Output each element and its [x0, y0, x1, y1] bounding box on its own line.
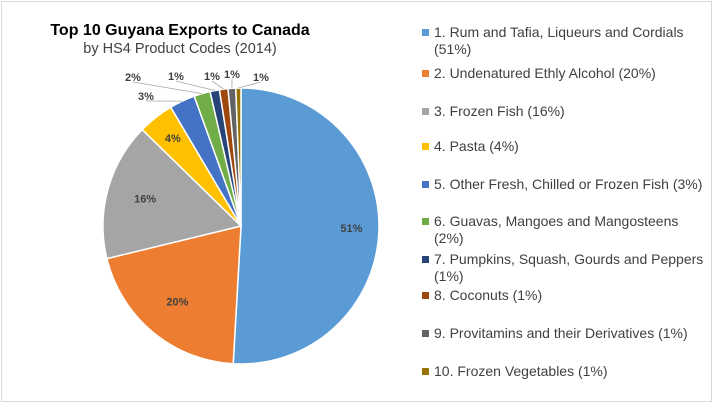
data-label-10: 1% — [253, 72, 269, 84]
legend-item-9: 9. Provitamins and their Derivatives (1%… — [422, 325, 704, 342]
data-label-4: 4% — [165, 133, 181, 145]
data-labels: 51% 20% 16% 4% 3% 2% 1% 1% 1% 1% — [125, 69, 363, 308]
legend-item-7: 7. Pumpkins, Squash, Gourds and Peppers … — [422, 251, 704, 285]
data-label-2: 20% — [166, 296, 188, 308]
legend-swatch — [422, 108, 429, 115]
legend-swatch — [422, 29, 429, 36]
chart-title: Top 10 Guyana Exports to Canada — [50, 22, 310, 39]
pie-chart: 51% 20% 16% 4% 3% 2% 1% 1% 1% 1% — [102, 69, 380, 365]
legend-item-4: 4. Pasta (4%) — [422, 138, 704, 155]
legend-item-10: 10. Frozen Vegetables (1%) — [422, 363, 704, 380]
legend-label: 7. Pumpkins, Squash, Gourds and Peppers … — [434, 251, 704, 284]
legend-swatch — [422, 256, 429, 263]
data-label-7: 1% — [168, 71, 184, 83]
data-label-9: 1% — [224, 69, 240, 81]
legend-swatch — [422, 143, 429, 150]
leader-line-6 — [132, 81, 203, 94]
legend-item-8: 8. Coconuts (1%) — [422, 287, 704, 304]
data-label-8: 1% — [204, 71, 220, 83]
legend-item-2: 2. Undenatured Ethly Alcohol (20%) — [422, 65, 704, 82]
legend-swatch — [422, 70, 429, 77]
leader-line-10 — [238, 81, 262, 89]
data-label-1: 51% — [340, 223, 362, 235]
legend-label: 9. Provitamins and their Derivatives (1%… — [434, 325, 688, 341]
legend-label: 2. Undenatured Ethly Alcohol (20%) — [434, 65, 656, 81]
legend-swatch — [422, 330, 429, 337]
leader-line-7 — [175, 80, 215, 91]
legend-item-6: 6. Guavas, Mangoes and Mangosteens (2%) — [422, 213, 704, 247]
data-label-5: 3% — [138, 91, 154, 103]
pie-slice-1 — [232, 87, 380, 365]
leader-lines — [132, 78, 262, 102]
legend-item-5: 5. Other Fresh, Chilled or Frozen Fish (… — [422, 176, 704, 193]
legend-label: 5. Other Fresh, Chilled or Frozen Fish (… — [434, 176, 703, 192]
legend-label: 3. Frozen Fish (16%) — [434, 103, 565, 119]
legend-swatch — [422, 181, 429, 188]
pie-slice-10 — [235, 87, 242, 227]
chart-subtitle: by HS4 Product Codes (2014) — [83, 41, 277, 57]
legend-label: 4. Pasta (4%) — [434, 138, 519, 154]
legend-swatch — [422, 218, 429, 225]
legend-label: 8. Coconuts (1%) — [434, 287, 543, 303]
legend-swatch — [422, 292, 429, 299]
legend-item-3: 3. Frozen Fish (16%) — [422, 103, 704, 120]
legend-swatch — [422, 368, 429, 375]
data-label-6: 2% — [125, 72, 141, 84]
legend-label: 10. Frozen Vegetables (1%) — [434, 363, 608, 379]
leader-line-8 — [211, 80, 224, 90]
pie-slice-2 — [106, 225, 242, 365]
pie-slice-3 — [102, 128, 243, 260]
legend-label: 1. Rum and Tafia, Liqueurs and Cordials … — [434, 24, 684, 57]
legend-item-1: 1. Rum and Tafia, Liqueurs and Cordials … — [422, 24, 704, 58]
legend-label: 6. Guavas, Mangoes and Mangosteens (2%) — [434, 213, 679, 246]
pie-slices — [102, 87, 380, 365]
data-label-3: 16% — [134, 194, 156, 206]
